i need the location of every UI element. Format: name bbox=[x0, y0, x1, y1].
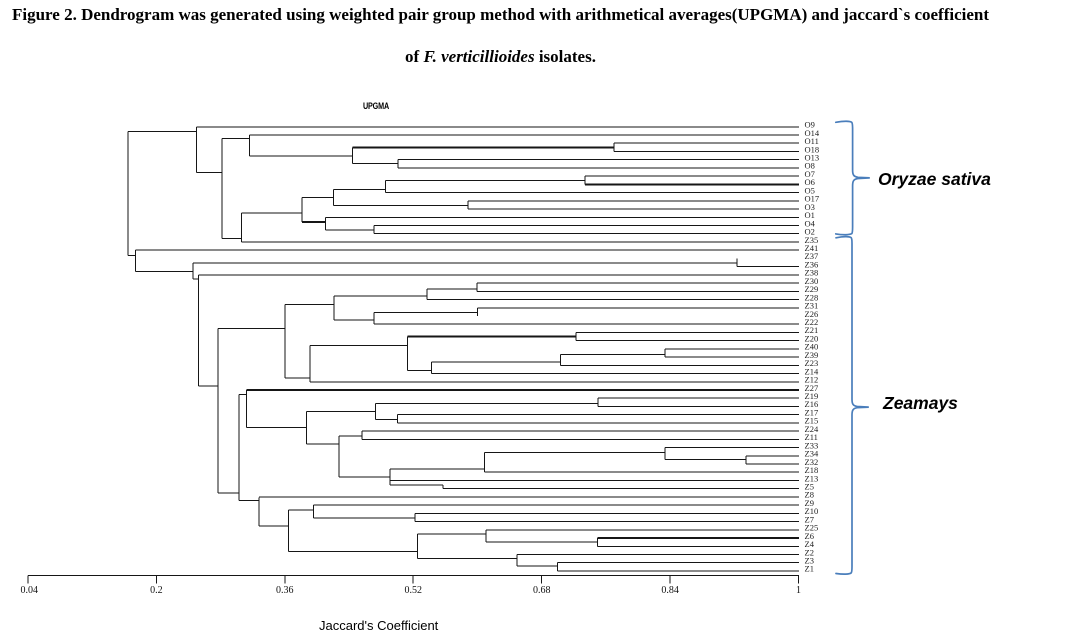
svg-text:Z13: Z13 bbox=[805, 473, 819, 483]
svg-text:0.52: 0.52 bbox=[404, 585, 422, 596]
svg-text:O9: O9 bbox=[805, 120, 815, 130]
svg-text:O13: O13 bbox=[805, 153, 820, 163]
svg-text:Z39: Z39 bbox=[805, 350, 819, 360]
svg-text:Z27: Z27 bbox=[805, 383, 819, 393]
svg-text:Z32: Z32 bbox=[805, 457, 819, 467]
svg-text:Z5: Z5 bbox=[805, 482, 814, 492]
svg-text:Z2: Z2 bbox=[805, 547, 814, 557]
svg-text:0.2: 0.2 bbox=[150, 585, 163, 596]
svg-text:O5: O5 bbox=[805, 185, 815, 195]
svg-text:Z40: Z40 bbox=[805, 342, 819, 352]
svg-text:Z31: Z31 bbox=[805, 301, 819, 311]
svg-text:Z6: Z6 bbox=[805, 531, 814, 541]
svg-text:Z30: Z30 bbox=[805, 276, 819, 286]
svg-text:O17: O17 bbox=[805, 194, 820, 204]
svg-text:Z35: Z35 bbox=[805, 235, 819, 245]
svg-text:Z1: Z1 bbox=[805, 564, 814, 574]
svg-text:Z21: Z21 bbox=[805, 325, 819, 335]
svg-text:Z24: Z24 bbox=[805, 424, 819, 434]
svg-text:Z20: Z20 bbox=[805, 333, 819, 343]
svg-text:Z33: Z33 bbox=[805, 440, 819, 450]
svg-text:Z14: Z14 bbox=[805, 366, 819, 376]
svg-text:Z18: Z18 bbox=[805, 465, 819, 475]
svg-text:Z15: Z15 bbox=[805, 416, 819, 426]
svg-text:O8: O8 bbox=[805, 161, 815, 171]
svg-text:0.68: 0.68 bbox=[533, 585, 551, 596]
svg-text:1: 1 bbox=[796, 585, 801, 596]
svg-text:O6: O6 bbox=[805, 177, 815, 187]
svg-text:Z34: Z34 bbox=[805, 449, 819, 459]
svg-text:Z16: Z16 bbox=[805, 399, 819, 409]
svg-text:Z23: Z23 bbox=[805, 358, 819, 368]
svg-text:O14: O14 bbox=[805, 128, 820, 138]
svg-text:Z12: Z12 bbox=[805, 375, 819, 385]
svg-text:Z36: Z36 bbox=[805, 259, 819, 269]
svg-text:Z41: Z41 bbox=[805, 243, 819, 253]
svg-text:0.04: 0.04 bbox=[21, 585, 39, 596]
svg-text:Z8: Z8 bbox=[805, 490, 814, 500]
svg-text:Z22: Z22 bbox=[805, 317, 819, 327]
svg-text:O3: O3 bbox=[805, 202, 815, 212]
svg-text:Z11: Z11 bbox=[805, 432, 818, 442]
svg-text:Z26: Z26 bbox=[805, 309, 819, 319]
svg-text:O2: O2 bbox=[805, 227, 815, 237]
svg-text:Z10: Z10 bbox=[805, 506, 819, 516]
svg-text:O18: O18 bbox=[805, 144, 820, 154]
svg-text:Z17: Z17 bbox=[805, 408, 819, 418]
svg-text:Z4: Z4 bbox=[805, 539, 815, 549]
svg-text:Z29: Z29 bbox=[805, 284, 819, 294]
svg-text:Z25: Z25 bbox=[805, 523, 819, 533]
svg-text:Z37: Z37 bbox=[805, 251, 819, 261]
svg-text:Z7: Z7 bbox=[805, 514, 814, 524]
svg-text:O4: O4 bbox=[805, 218, 816, 228]
svg-text:Z28: Z28 bbox=[805, 292, 819, 302]
svg-text:Z9: Z9 bbox=[805, 498, 814, 508]
svg-text:O11: O11 bbox=[805, 136, 819, 146]
svg-text:0.36: 0.36 bbox=[276, 585, 294, 596]
svg-text:Z3: Z3 bbox=[805, 556, 814, 566]
svg-text:0.84: 0.84 bbox=[661, 585, 679, 596]
svg-text:O7: O7 bbox=[805, 169, 815, 179]
svg-text:O1: O1 bbox=[805, 210, 815, 220]
svg-text:Z19: Z19 bbox=[805, 391, 819, 401]
svg-text:Z38: Z38 bbox=[805, 268, 819, 278]
